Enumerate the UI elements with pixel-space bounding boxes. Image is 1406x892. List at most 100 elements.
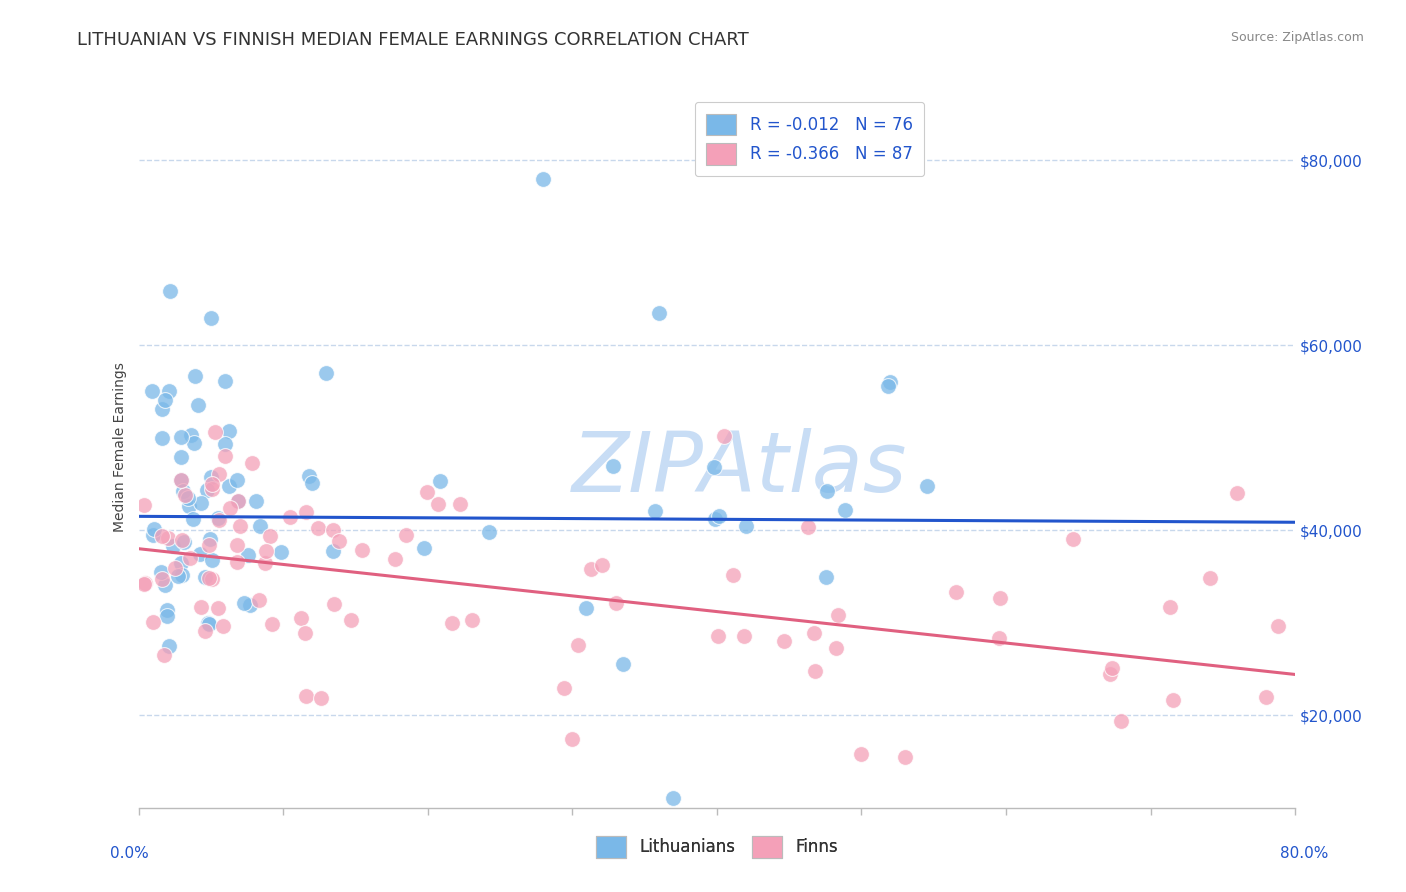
Point xyxy=(1109,714,1132,728)
Point xyxy=(461,613,484,627)
Point xyxy=(134,498,156,512)
Point xyxy=(1159,600,1181,615)
Point xyxy=(278,510,301,524)
Point xyxy=(307,521,329,535)
Point xyxy=(772,634,794,648)
Point xyxy=(170,473,193,487)
Point xyxy=(180,428,202,442)
Point xyxy=(170,430,193,444)
Point xyxy=(170,556,193,570)
Point xyxy=(294,626,316,640)
Point xyxy=(988,631,1011,645)
Point xyxy=(1062,533,1084,547)
Point xyxy=(412,541,434,555)
Point xyxy=(179,500,201,514)
Point xyxy=(429,474,451,488)
Point xyxy=(214,375,236,389)
Point xyxy=(824,641,846,656)
Point xyxy=(150,529,173,543)
Point xyxy=(945,585,967,599)
Point xyxy=(567,638,589,652)
Point xyxy=(249,518,271,533)
Point xyxy=(162,539,184,553)
Point xyxy=(707,508,730,523)
Point xyxy=(295,689,318,703)
Point xyxy=(340,613,363,627)
Point xyxy=(167,568,190,582)
Point xyxy=(290,611,312,625)
Point xyxy=(239,598,262,612)
Point xyxy=(170,450,193,464)
Point xyxy=(142,615,165,629)
Point xyxy=(644,504,666,518)
Point xyxy=(181,512,204,526)
Point xyxy=(228,494,250,508)
Point xyxy=(662,791,685,805)
Point xyxy=(245,494,267,508)
Point xyxy=(142,522,165,536)
Point xyxy=(988,591,1011,605)
Text: ZIPAtlas: ZIPAtlas xyxy=(572,428,908,509)
Point xyxy=(591,558,613,572)
Point xyxy=(214,437,236,451)
Point xyxy=(225,538,247,552)
Point xyxy=(208,513,231,527)
Point xyxy=(1163,692,1185,706)
Point xyxy=(226,494,249,508)
Point xyxy=(735,518,758,533)
Point xyxy=(156,531,179,545)
Point xyxy=(219,501,242,516)
Point xyxy=(1256,690,1278,704)
Point xyxy=(612,657,634,671)
Point xyxy=(301,475,323,490)
Point xyxy=(170,473,193,487)
Point xyxy=(150,572,173,586)
Point xyxy=(184,369,207,384)
Point xyxy=(602,459,624,474)
Point xyxy=(153,393,176,408)
Point xyxy=(179,551,201,566)
Point xyxy=(157,384,180,398)
Point xyxy=(218,425,240,439)
Point xyxy=(827,607,849,622)
Point xyxy=(157,640,180,654)
Text: Source: ZipAtlas.com: Source: ZipAtlas.com xyxy=(1230,31,1364,45)
Point xyxy=(174,488,197,502)
Y-axis label: Median Female Earnings: Median Female Earnings xyxy=(114,362,128,532)
Point xyxy=(132,577,155,591)
Point xyxy=(218,479,240,493)
Point xyxy=(240,456,263,470)
Point xyxy=(322,597,344,611)
Point xyxy=(197,616,219,631)
Point xyxy=(733,629,755,643)
Point xyxy=(440,615,463,630)
Point xyxy=(201,553,224,567)
Point xyxy=(229,519,252,533)
Point xyxy=(190,496,212,510)
Point xyxy=(225,473,247,487)
Point xyxy=(707,629,730,643)
Point xyxy=(703,460,725,475)
Point xyxy=(384,552,406,566)
Point xyxy=(648,306,671,320)
Text: 0.0%: 0.0% xyxy=(110,846,149,861)
Point xyxy=(188,548,211,562)
Text: 80.0%: 80.0% xyxy=(1281,846,1329,861)
Point xyxy=(295,505,318,519)
Point xyxy=(225,555,247,569)
Point xyxy=(201,477,224,491)
Point xyxy=(579,562,602,576)
Point xyxy=(879,376,901,390)
Point xyxy=(212,619,235,633)
Point xyxy=(152,431,174,445)
Point xyxy=(876,379,898,393)
Point xyxy=(561,731,583,746)
Point xyxy=(141,384,163,398)
Point xyxy=(815,570,838,584)
Point xyxy=(574,601,596,615)
Point xyxy=(153,648,176,662)
Point xyxy=(195,483,218,497)
Point xyxy=(531,171,554,186)
Point xyxy=(177,491,200,505)
Point xyxy=(553,681,575,695)
